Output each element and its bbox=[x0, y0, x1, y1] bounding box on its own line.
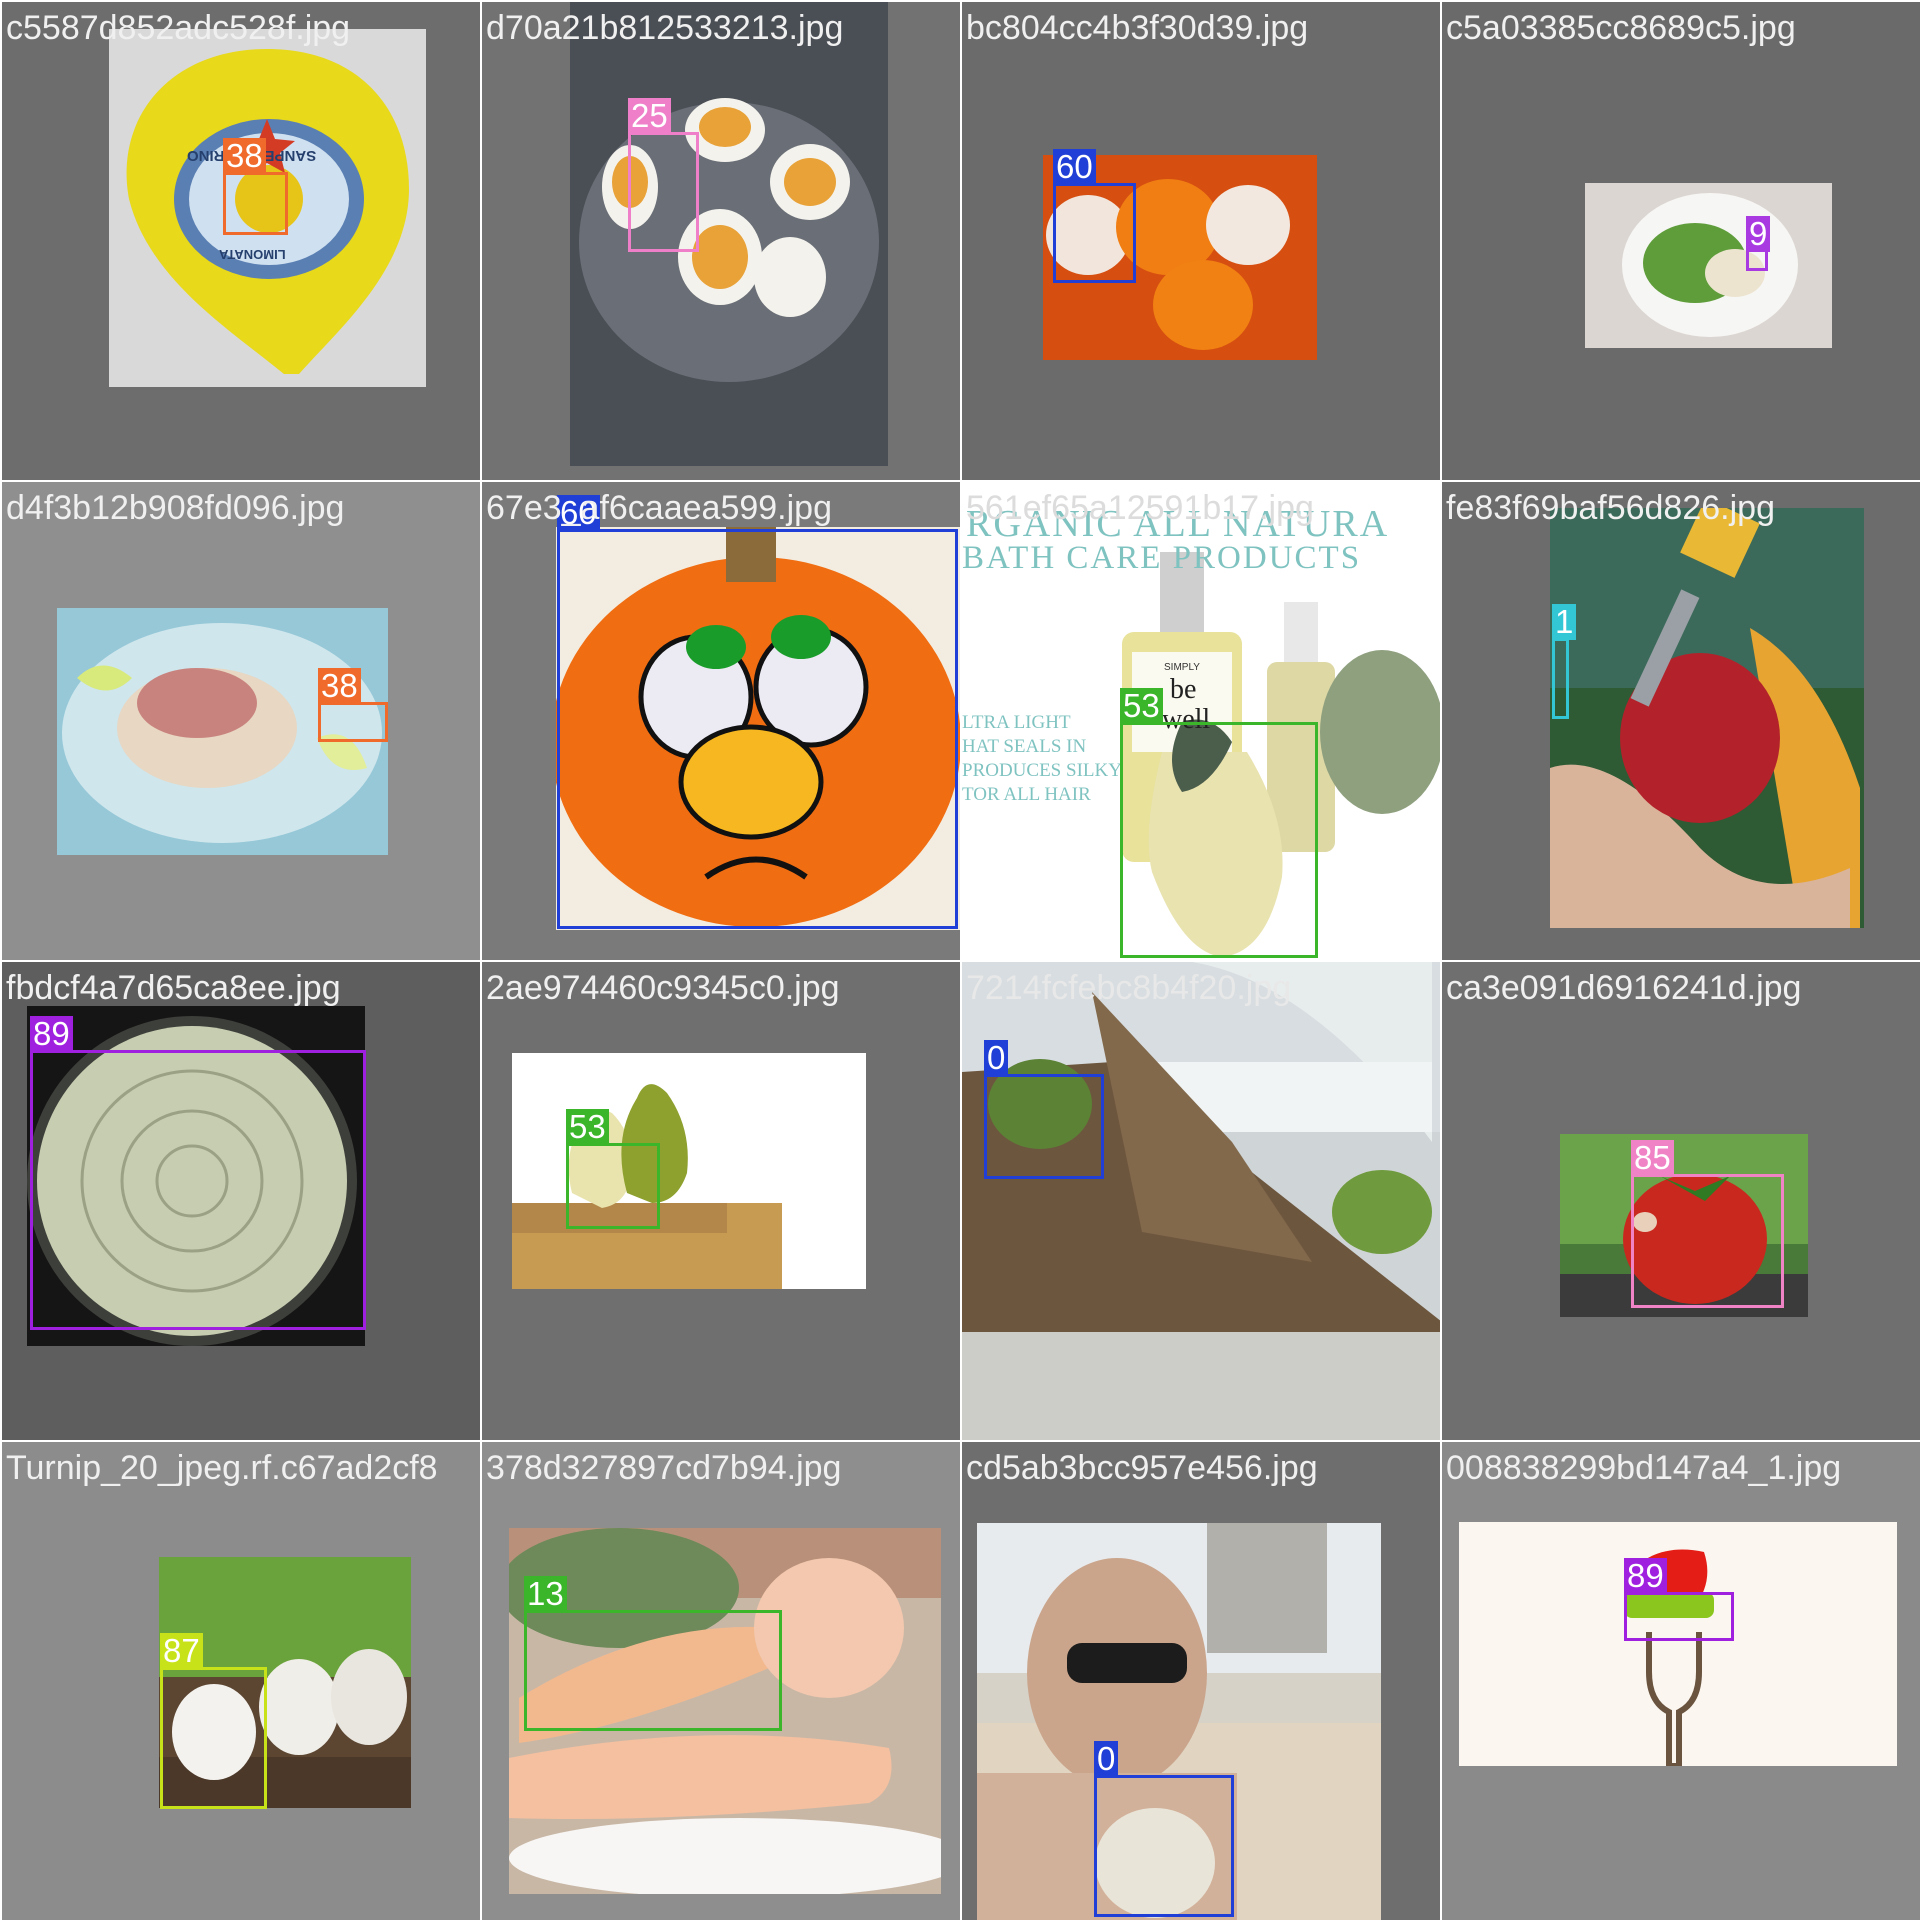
class-label: 53 bbox=[1120, 688, 1163, 724]
class-label: 60 bbox=[1053, 149, 1096, 185]
tile-3[interactable]: bc804cc4b3f30d39.jpg 60 bbox=[962, 2, 1440, 480]
pumpkins-icon bbox=[1043, 155, 1317, 360]
zucchini-carpaccio-icon bbox=[27, 1006, 365, 1346]
tile-filename: d70a21b812533213.jpg bbox=[486, 9, 844, 47]
detection-box bbox=[1631, 1174, 1784, 1308]
apple-knife-icon bbox=[1550, 498, 1864, 928]
tile-filename: Turnip_20_jpeg.rf.c67ad2cf8 bbox=[6, 1449, 438, 1487]
ad-copy-1: LTRA LIGHT bbox=[962, 712, 1071, 733]
tile-filename: 2ae974460c9345c0.jpg bbox=[486, 969, 840, 1007]
bath-products-icon: RGANIC ALL NATURA BATH CARE PRODUCTS LTR… bbox=[962, 482, 1440, 960]
detection-box bbox=[223, 172, 288, 235]
detection-box bbox=[524, 1610, 782, 1731]
tile-7[interactable]: RGANIC ALL NATURA BATH CARE PRODUCTS LTR… bbox=[962, 482, 1440, 960]
tile-filename: 67e3_af6caaea599.jpg bbox=[486, 489, 832, 527]
detection-box bbox=[160, 1667, 267, 1809]
class-label: 38 bbox=[223, 138, 266, 174]
tile-6[interactable]: 67e3_af6caaea599.jpg 60 bbox=[482, 482, 960, 960]
tile-filename: ca3e091d6916241d.jpg bbox=[1446, 969, 1802, 1007]
bottle-brand-small: SIMPLY bbox=[1164, 662, 1200, 673]
tile-filename: 008838299bd147a4_1.jpg bbox=[1446, 1449, 1842, 1487]
limonata-lid-icon: SANPELLEGRINO LIMONATA bbox=[109, 29, 426, 387]
tile-filename: 561ef65a12591b17.jpg bbox=[966, 489, 1314, 527]
class-label: 85 bbox=[1631, 1140, 1674, 1176]
detection-box bbox=[984, 1074, 1104, 1179]
tile-12[interactable]: ca3e091d6916241d.jpg 85 bbox=[1442, 962, 1920, 1440]
pears-icon bbox=[512, 1053, 866, 1289]
bottle-brand-well: well bbox=[1162, 704, 1211, 735]
tile-filename: cd5ab3bcc957e456.jpg bbox=[966, 1449, 1318, 1487]
salad-bowl-icon bbox=[1585, 183, 1832, 348]
class-label: 0 bbox=[984, 1040, 1009, 1076]
tile-5[interactable]: d4f3b12b908fd096.jpg 38 bbox=[2, 482, 480, 960]
detection-box bbox=[566, 1143, 660, 1229]
class-label: 53 bbox=[566, 1109, 609, 1145]
detection-box bbox=[1552, 638, 1569, 719]
chicken-plate-icon bbox=[57, 608, 388, 855]
detection-box bbox=[557, 529, 958, 929]
tile-4[interactable]: c5a03385cc8689c5.jpg 9 bbox=[1442, 2, 1920, 480]
tile-filename: fbdcf4a7d65ca8ee.jpg bbox=[6, 969, 341, 1007]
class-label: 89 bbox=[30, 1016, 73, 1052]
fork-salad-icon bbox=[1459, 1522, 1897, 1769]
class-label: 13 bbox=[524, 1576, 567, 1612]
tile-2[interactable]: d70a21b812533213.jpg 25 bbox=[482, 2, 960, 480]
detection-box bbox=[1624, 1592, 1734, 1641]
detection-box bbox=[30, 1050, 366, 1330]
detection-box bbox=[1053, 183, 1136, 283]
class-label: 60 bbox=[557, 495, 600, 531]
detection-box bbox=[628, 132, 699, 252]
painted-pumpkin-icon bbox=[551, 527, 960, 930]
tile-filename: d4f3b12b908fd096.jpg bbox=[6, 489, 345, 527]
tile-9[interactable]: fbdcf4a7d65ca8ee.jpg 89 bbox=[2, 962, 480, 1440]
detection-box bbox=[1094, 1775, 1234, 1917]
tile-15[interactable]: cd5ab3bcc957e456.jpg 0 bbox=[962, 1442, 1440, 1920]
tile-filename: 7214fcfebc8b4f20.jpg bbox=[966, 969, 1292, 1007]
class-label: 89 bbox=[1624, 1558, 1667, 1594]
tomato-icon bbox=[1560, 1134, 1808, 1317]
class-label: 25 bbox=[628, 98, 671, 134]
class-label: 38 bbox=[318, 668, 361, 704]
ad-copy-3: PRODUCES SILKY bbox=[962, 760, 1122, 781]
ad-copy-4: TOR ALL HAIR bbox=[962, 784, 1091, 805]
tile-filename: 378d327897cd7b94.jpg bbox=[486, 1449, 842, 1487]
tile-filename: bc804cc4b3f30d39.jpg bbox=[966, 9, 1309, 47]
ad-headline-2: BATH CARE PRODUCTS bbox=[962, 540, 1362, 576]
lid-product-text: LIMONATA bbox=[219, 247, 286, 262]
tile-11[interactable]: 7214fcfebc8b4f20.jpg 0 bbox=[962, 962, 1440, 1440]
tile-8[interactable]: fe83f69baf56d826.jpg 1 bbox=[1442, 482, 1920, 960]
tile-filename: c5587d852adc528f.jpg bbox=[6, 9, 351, 47]
tile-1[interactable]: c5587d852adc528f.jpg SANPELLEGRINO LIMON… bbox=[2, 2, 480, 480]
detection-box bbox=[318, 702, 388, 742]
detection-box bbox=[1120, 722, 1318, 958]
tile-16[interactable]: 008838299bd147a4_1.jpg 89 bbox=[1442, 1442, 1920, 1920]
turnips-icon bbox=[159, 1557, 411, 1808]
tile-10[interactable]: 2ae974460c9345c0.jpg 53 bbox=[482, 962, 960, 1440]
ad-copy-2: HAT SEALS IN bbox=[962, 736, 1087, 757]
tile-filename: fe83f69baf56d826.jpg bbox=[1446, 489, 1775, 527]
boiled-eggs-icon bbox=[570, 2, 888, 466]
class-label: 0 bbox=[1094, 1741, 1119, 1777]
class-label: 9 bbox=[1746, 216, 1771, 252]
tile-14[interactable]: 378d327897cd7b94.jpg 13 bbox=[482, 1442, 960, 1920]
class-label: 1 bbox=[1552, 604, 1577, 640]
ad-headline-1: RGANIC ALL NATURA bbox=[966, 503, 1390, 545]
tile-13[interactable]: Turnip_20_jpeg.rf.c67ad2cf8 87 bbox=[2, 1442, 480, 1920]
carrots-icon bbox=[499, 1528, 960, 1898]
tile-filename: c5a03385cc8689c5.jpg bbox=[1446, 9, 1796, 47]
bottle-brand-be: be bbox=[1170, 674, 1197, 705]
beach-selfie-icon bbox=[977, 1523, 1381, 1920]
class-label: 87 bbox=[160, 1633, 203, 1669]
coconut-driftwood-icon bbox=[962, 962, 1440, 1440]
